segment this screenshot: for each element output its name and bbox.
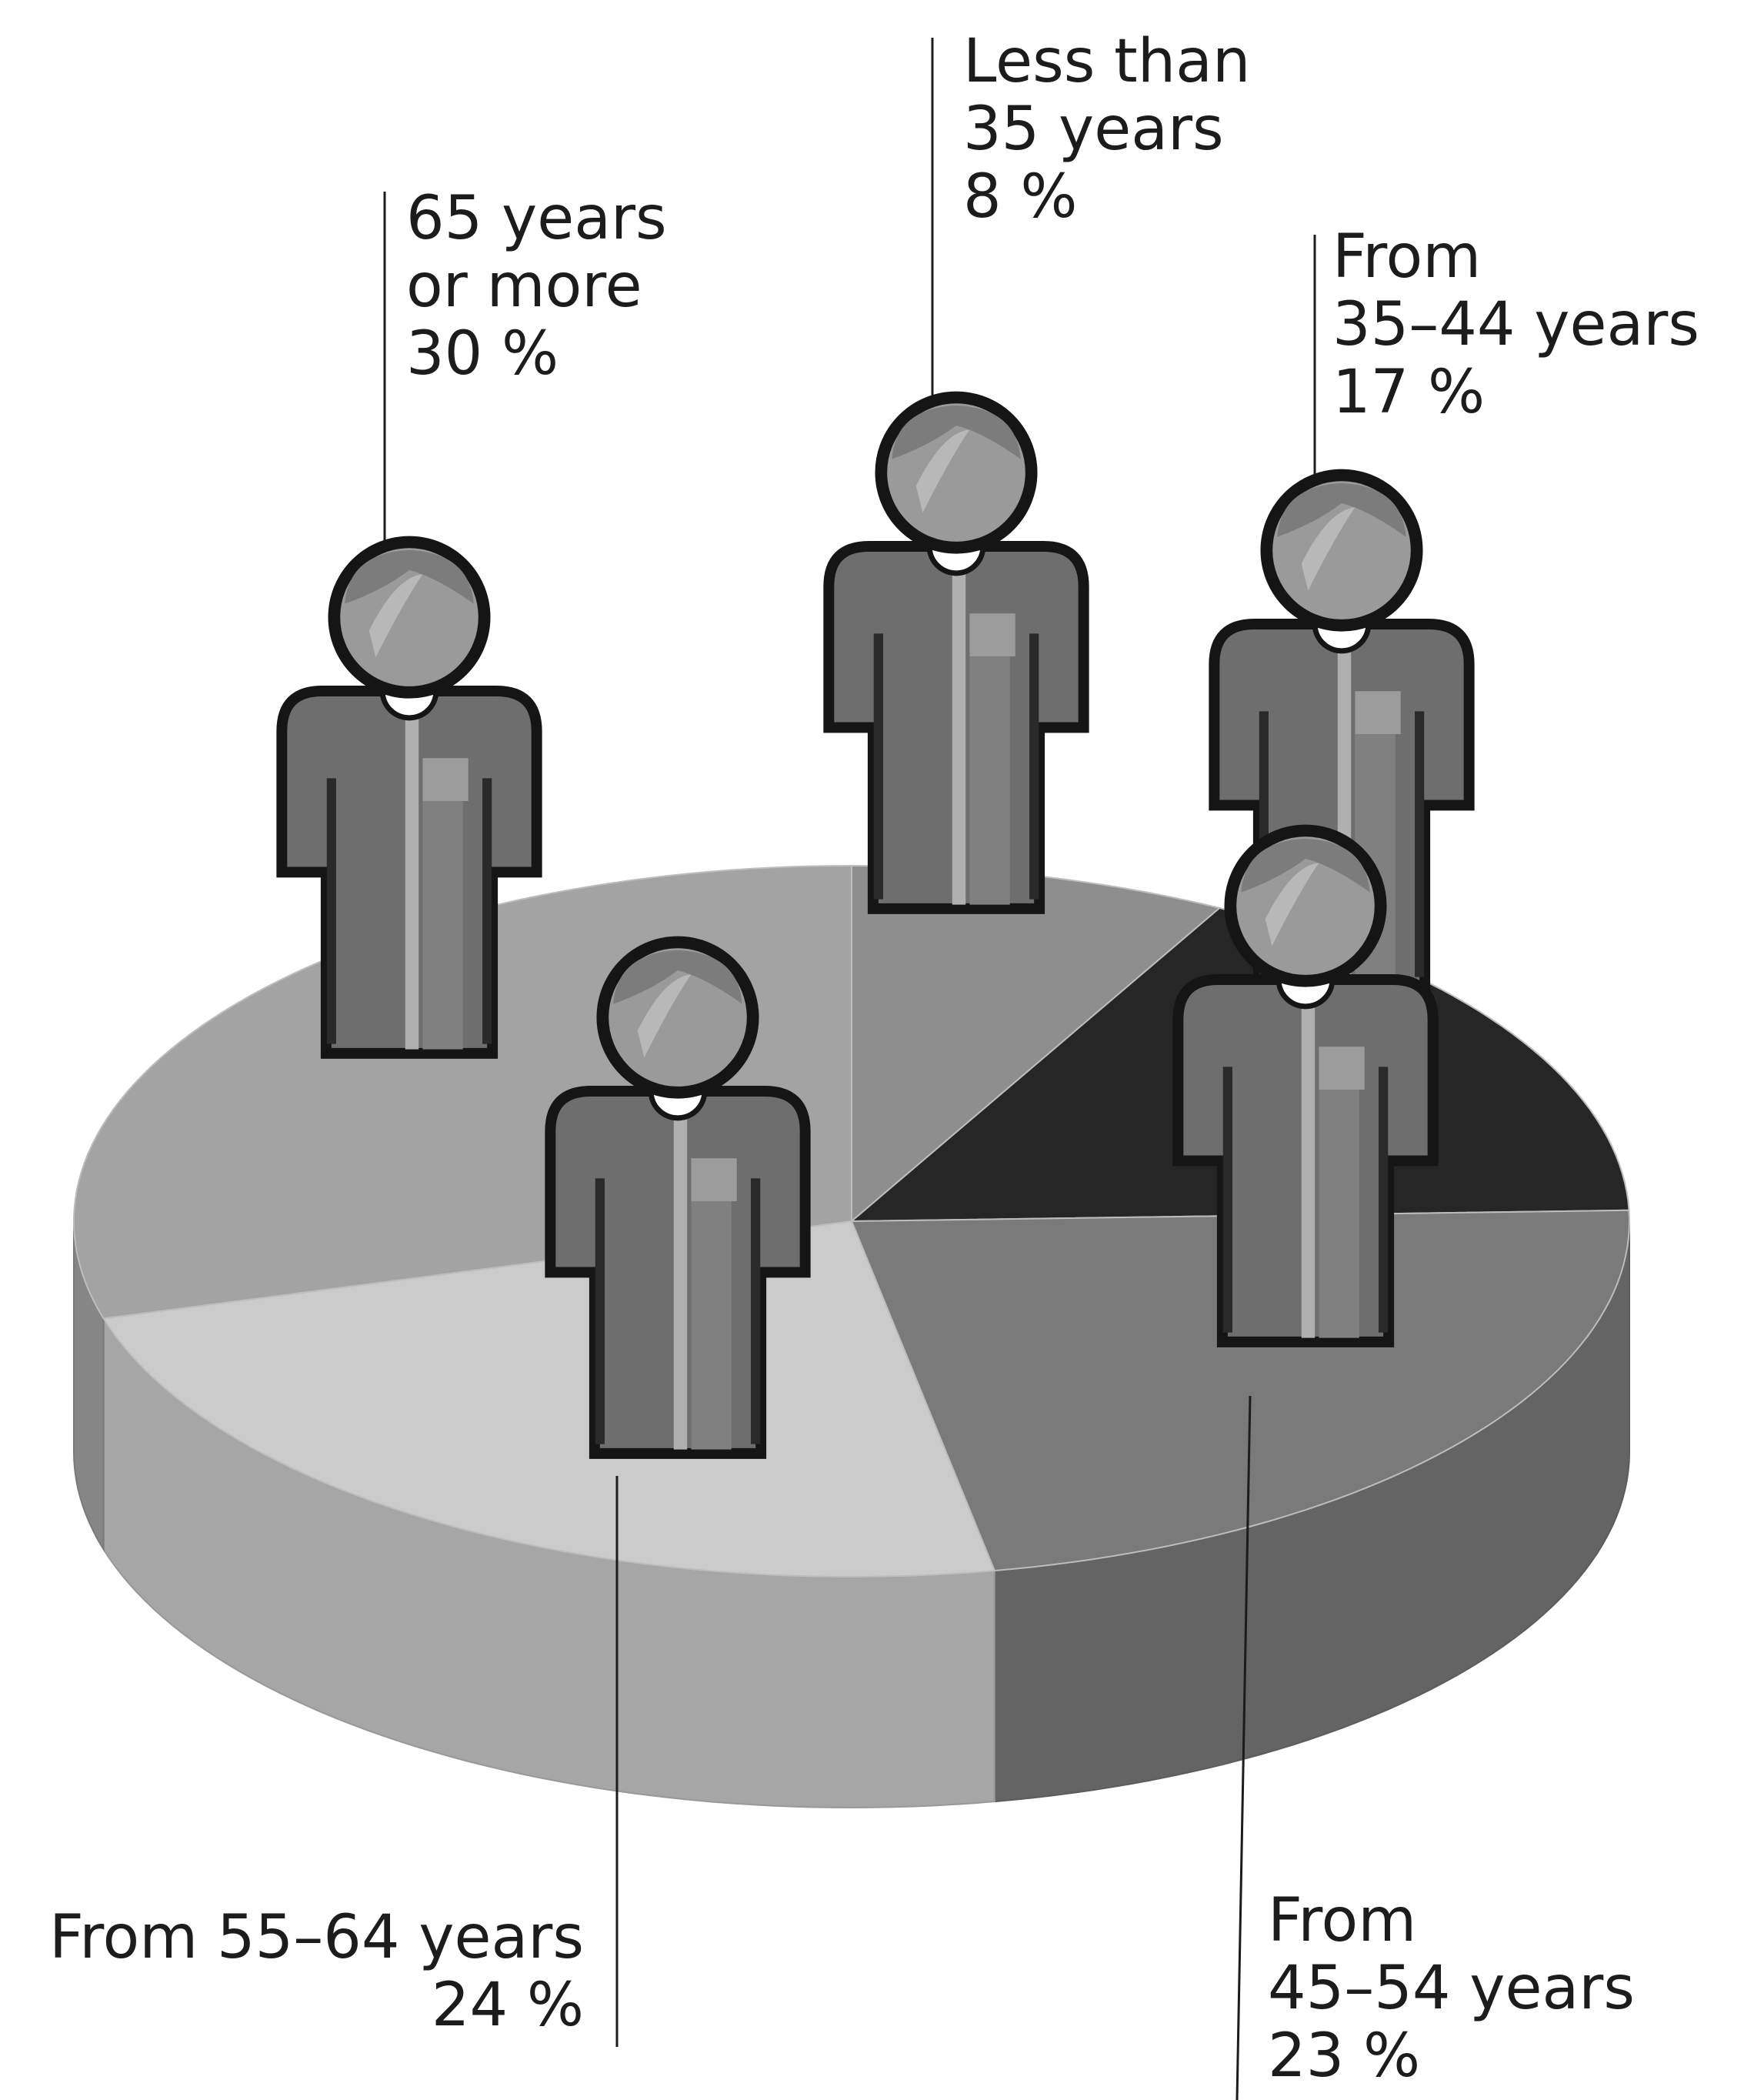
value-label: 24 % [49,1971,584,2039]
person-icon [829,397,1083,908]
page: Less than 35 years8 % From 35–44 years17 … [0,0,1744,2100]
category-label: Less than 35 years [963,28,1250,163]
category-label: From 35–44 years [1332,223,1699,359]
category-label: 65 years or more [406,185,667,320]
value-label: 30 % [406,320,667,388]
value-label: 8 % [963,163,1250,231]
category-label: From 45–54 years [1268,1887,1635,2022]
category-label: From 55–64 years [49,1904,584,1971]
value-label: 17 % [1332,359,1699,426]
value-label: 23 % [1268,2022,1635,2090]
